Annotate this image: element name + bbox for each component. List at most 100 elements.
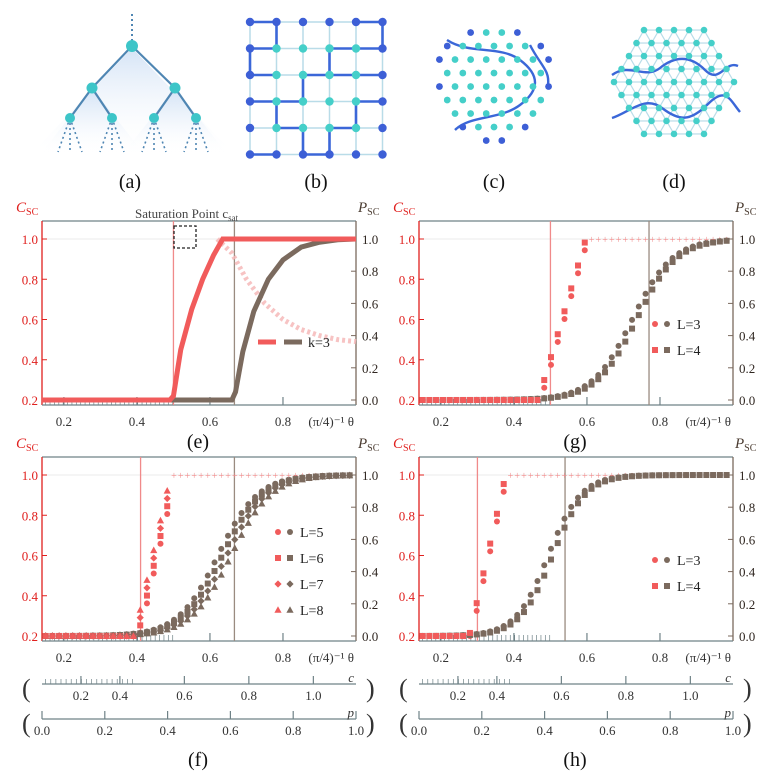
psc-point bbox=[676, 253, 683, 260]
csc-saturated-mark: + bbox=[259, 471, 265, 482]
x-tick-label: 0.6 bbox=[202, 414, 219, 429]
honeycomb-lattice-diagram bbox=[436, 29, 552, 144]
csc-point bbox=[460, 633, 467, 639]
csc-saturated-mark: + bbox=[279, 471, 285, 482]
psc-point bbox=[656, 269, 663, 276]
left-tick-label: 0.8 bbox=[22, 272, 38, 287]
extra-tick-label: 0.2 bbox=[97, 723, 113, 738]
psc-point bbox=[204, 572, 211, 579]
tree-diagram bbox=[30, 14, 235, 155]
chart-panel-e: CSC PSC 0.2 0.4 0.6 0.8 1.0 0.0 0.2 0.4 0.6 0.8 1.0 0… bbox=[16, 200, 380, 429]
right-tick-label: 0.4 bbox=[739, 565, 756, 580]
paren-left: ( bbox=[399, 674, 408, 703]
psc-point bbox=[561, 515, 568, 522]
left-axis-title: CSC bbox=[16, 200, 39, 218]
psc-point bbox=[191, 601, 198, 608]
legend-label: L=5 bbox=[300, 526, 323, 541]
extra-tick-label: 0.8 bbox=[241, 688, 257, 703]
csc-point bbox=[157, 533, 164, 540]
right-tick-label: 0.6 bbox=[739, 532, 756, 547]
psc-point bbox=[197, 597, 205, 605]
legend-label: L=6 bbox=[300, 552, 323, 567]
chart-panel-h: CSC PSC 0.2 0.4 0.6 0.8 1.0 0.0 0.2 0.4 0.6 0.8 1.0 0… bbox=[393, 436, 757, 738]
c-axis: () 0.2 0.4 0.6 0.8 1.0 c bbox=[22, 670, 375, 703]
psc-point bbox=[541, 562, 548, 569]
psc-point bbox=[581, 385, 588, 392]
psc-point bbox=[191, 595, 198, 602]
csc-saturated-mark: + bbox=[225, 471, 231, 482]
psc-point bbox=[258, 495, 266, 503]
extra-tick-label: 0.6 bbox=[599, 723, 616, 738]
csc-point bbox=[561, 308, 568, 315]
psc-point bbox=[554, 529, 561, 536]
psc-point bbox=[237, 531, 246, 538]
csc-point bbox=[480, 578, 487, 585]
psc-point bbox=[346, 471, 354, 479]
extra-tick-label: 0.4 bbox=[536, 723, 553, 738]
chart-panel-f: CSC PSC 0.2 0.4 0.6 0.8 1.0 0.0 0.2 0.4 0.6 0.8 1.0 0… bbox=[16, 436, 380, 738]
psc-point bbox=[642, 298, 649, 305]
csc-saturated-mark: + bbox=[541, 471, 547, 482]
psc-point bbox=[217, 562, 225, 571]
left-tick-label: 1.0 bbox=[399, 232, 415, 247]
x-tick-label: 0.4 bbox=[506, 650, 523, 665]
left-tick-label: 0.6 bbox=[22, 549, 39, 564]
right-tick-label: 0.2 bbox=[362, 597, 378, 612]
psc-point bbox=[197, 602, 205, 610]
psc-point bbox=[541, 395, 548, 402]
right-tick-label: 0.6 bbox=[362, 296, 379, 311]
extra-tick-label: 0.4 bbox=[112, 688, 129, 703]
legend-marker-csc bbox=[652, 347, 658, 353]
psc-point bbox=[278, 483, 286, 490]
psc-point bbox=[339, 471, 347, 479]
csc-point bbox=[453, 397, 460, 403]
csc-point bbox=[164, 510, 171, 517]
csc-curve bbox=[42, 236, 356, 403]
psc-point bbox=[683, 248, 690, 255]
left-tick-label: 0.2 bbox=[22, 393, 38, 408]
psc-point bbox=[689, 472, 696, 479]
extra-tick-label: 1.0 bbox=[305, 688, 321, 703]
csc-point bbox=[493, 397, 500, 403]
csc-saturated-mark: + bbox=[595, 235, 601, 246]
right-axis-title: PSC bbox=[734, 436, 757, 454]
csc-point bbox=[446, 633, 453, 639]
psc-point bbox=[716, 472, 723, 479]
psc-point bbox=[656, 472, 663, 479]
left-tick-label: 0.4 bbox=[399, 353, 416, 368]
p-axis: () 0.0 0.2 0.4 0.6 0.8 1.0 p bbox=[22, 705, 375, 738]
csc-saturated-mark: + bbox=[266, 471, 272, 482]
psc-point bbox=[608, 476, 615, 483]
psc-point bbox=[649, 472, 656, 479]
csc-saturated-mark: + bbox=[704, 235, 710, 246]
left-tick-label: 0.2 bbox=[22, 629, 38, 644]
psc-point bbox=[312, 473, 320, 481]
csc-point bbox=[581, 239, 588, 246]
extra-tick-label: 0.8 bbox=[285, 723, 301, 738]
extra-axis-title: c bbox=[725, 670, 731, 685]
psc-point bbox=[473, 631, 480, 638]
legend-marker-psc bbox=[287, 555, 293, 561]
csc-point bbox=[460, 397, 467, 403]
csc-saturated-mark: + bbox=[245, 471, 251, 482]
psc-point bbox=[198, 591, 205, 598]
csc-saturated-mark: + bbox=[555, 471, 561, 482]
csc-saturated-mark: + bbox=[232, 471, 238, 482]
psc-point bbox=[298, 475, 306, 483]
csc-point bbox=[575, 270, 582, 277]
x-tick-label: 0.6 bbox=[579, 414, 596, 429]
right-tick-label: 0.8 bbox=[739, 264, 755, 279]
right-tick-label: 0.6 bbox=[739, 296, 756, 311]
left-tick-label: 0.6 bbox=[399, 549, 416, 564]
psc-point bbox=[520, 609, 527, 616]
psc-point bbox=[662, 261, 669, 268]
p-axis: () 0.0 0.2 0.4 0.6 0.8 1.0 p bbox=[399, 705, 752, 738]
psc-point bbox=[143, 629, 151, 637]
csc-point bbox=[164, 503, 171, 510]
csc-saturated-mark: + bbox=[656, 235, 662, 246]
psc-point bbox=[156, 627, 165, 635]
psc-point bbox=[231, 528, 238, 535]
left-tick-label: 0.4 bbox=[399, 589, 416, 604]
panel-label-g: (g) bbox=[563, 431, 586, 453]
